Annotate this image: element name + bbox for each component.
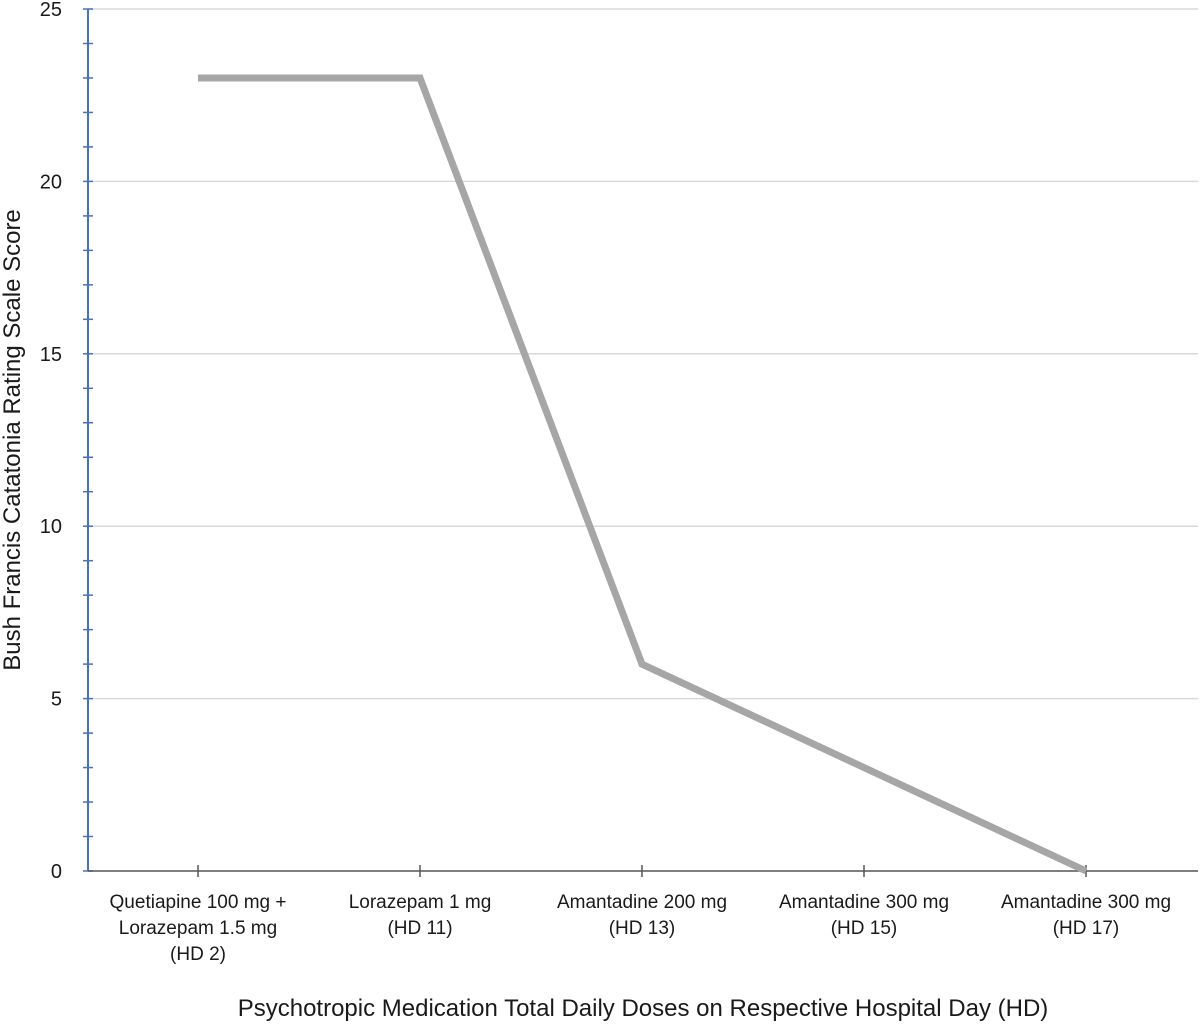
y-axis-title: Bush Francis Catatonia Rating Scale Scor… <box>0 209 26 671</box>
x-tick-label-line: (HD 2) <box>170 944 226 965</box>
data-point <box>861 764 868 771</box>
y-tick-label: 10 <box>40 516 62 538</box>
x-tick-label: Amantadine 200 mg (HD 13) <box>557 892 727 939</box>
data-series <box>195 74 1090 875</box>
y-tick-label: 25 <box>40 0 62 21</box>
x-tick-label-line: (HD 15) <box>831 918 898 939</box>
x-tick-label-line: Quetiapine 100 mg + <box>110 892 287 913</box>
tick-labels: 0 5 10 15 20 25 Quetiapine 100 mg + Lorazepam 1… <box>40 0 1171 965</box>
x-tick-label: Amantadine 300 mg (HD 17) <box>1001 892 1171 939</box>
data-point <box>1083 868 1090 875</box>
data-point <box>195 74 202 81</box>
x-tick-label-line: Lorazepam 1 mg <box>349 892 492 913</box>
y-tick-label: 5 <box>51 689 62 711</box>
x-tick-label-line: Amantadine 200 mg <box>557 892 727 913</box>
y-tick-label: 0 <box>51 861 62 883</box>
gridlines <box>88 8 1198 700</box>
x-tick-label: Lorazepam 1 mg (HD 11) <box>349 892 492 939</box>
x-tick-label-line: Amantadine 300 mg <box>1001 892 1171 913</box>
x-tick-label: Amantadine 300 mg (HD 15) <box>779 892 949 939</box>
x-axis-title: Psychotropic Medication Total Daily Dose… <box>238 995 1049 1022</box>
axes <box>83 8 1198 877</box>
data-point <box>417 74 424 81</box>
y-tick-label: 20 <box>40 171 62 193</box>
x-tick-label-line: (HD 13) <box>609 918 676 939</box>
x-tick-label-line: Amantadine 300 mg <box>779 892 949 913</box>
x-tick-label-line: Lorazepam 1.5 mg <box>119 918 277 939</box>
x-tick-label: Quetiapine 100 mg + Lorazepam 1.5 mg (HD 2… <box>110 892 287 965</box>
x-tick-label-line: (HD 17) <box>1053 918 1120 939</box>
y-tick-label: 15 <box>40 344 62 366</box>
data-point <box>639 661 646 668</box>
x-tick-label-line: (HD 11) <box>387 918 452 939</box>
series-line <box>198 74 1088 875</box>
